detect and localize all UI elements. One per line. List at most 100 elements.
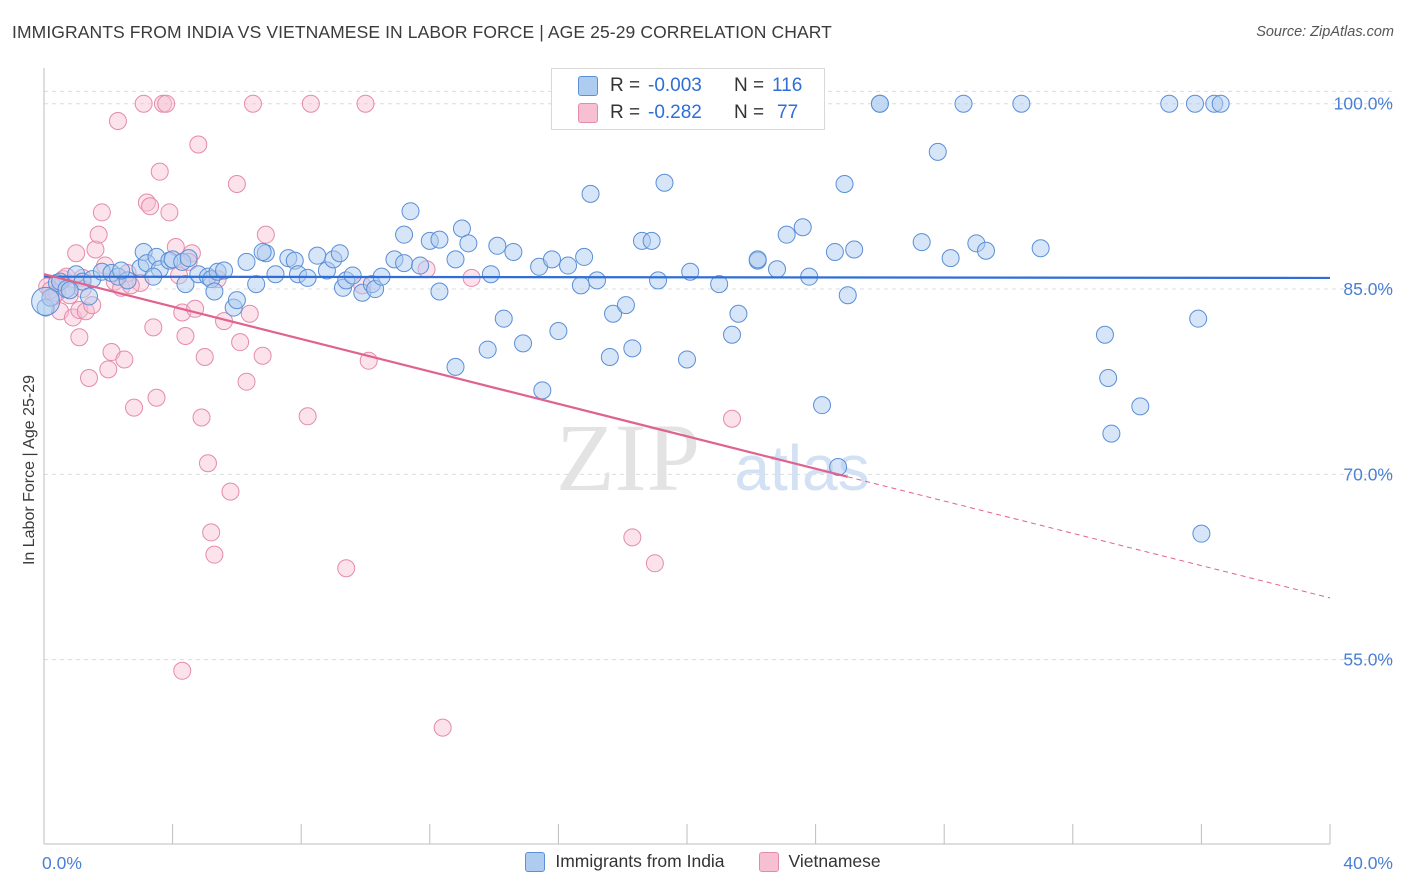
india-point bbox=[446, 250, 465, 269]
india-point bbox=[600, 347, 619, 366]
vietnamese-point bbox=[253, 346, 272, 365]
axes bbox=[43, 68, 1331, 845]
india-point bbox=[478, 340, 497, 359]
vietnamese-point bbox=[108, 112, 127, 131]
india-trend-line bbox=[43, 275, 1331, 280]
india-point bbox=[723, 325, 742, 344]
vietnamese-point bbox=[298, 407, 317, 426]
india-point bbox=[549, 322, 568, 341]
vietnamese-point bbox=[115, 350, 134, 369]
india-point bbox=[247, 275, 266, 294]
vietnamese-point bbox=[70, 328, 89, 347]
source-label: Source: ZipAtlas.com bbox=[1256, 24, 1394, 40]
india-point bbox=[446, 357, 465, 376]
legend-label-india: Immigrants from India bbox=[555, 851, 725, 871]
india-point bbox=[215, 261, 234, 280]
india-point bbox=[623, 339, 642, 358]
india-point bbox=[80, 287, 99, 306]
india-swatch bbox=[578, 76, 598, 96]
india-point bbox=[768, 260, 787, 279]
india-point bbox=[581, 184, 600, 203]
india-r-label: R = bbox=[610, 75, 641, 96]
vietnamese-point bbox=[99, 360, 118, 379]
viet-r-label: R = bbox=[610, 102, 641, 123]
india-point bbox=[912, 233, 931, 252]
india-point bbox=[430, 282, 449, 301]
india-point bbox=[681, 262, 700, 281]
india-point bbox=[587, 271, 606, 290]
india-point bbox=[395, 254, 414, 273]
vietnamese-point bbox=[202, 523, 221, 542]
vietnamese-point bbox=[125, 398, 144, 417]
y-tick-label: 55.0% bbox=[1343, 650, 1393, 670]
india-point bbox=[559, 256, 578, 275]
x-tick-label: 0.0% bbox=[42, 853, 82, 873]
india-point bbox=[941, 249, 960, 268]
india-point bbox=[1102, 424, 1121, 443]
vietnamese-point bbox=[176, 326, 195, 345]
india-point bbox=[1012, 94, 1031, 113]
vietnamese-point bbox=[134, 94, 153, 113]
india-point bbox=[343, 266, 362, 285]
india-point bbox=[710, 275, 729, 294]
india-point bbox=[604, 304, 623, 323]
legend-item-india[interactable]: Immigrants from India bbox=[525, 851, 725, 872]
vietnamese-point bbox=[150, 162, 169, 181]
india-point bbox=[176, 275, 195, 294]
bottom-legend: Immigrants from India Vietnamese bbox=[0, 851, 1406, 872]
legend-item-vietnamese[interactable]: Vietnamese bbox=[758, 851, 881, 872]
vietnamese-swatch bbox=[578, 103, 598, 123]
india-point bbox=[179, 249, 198, 268]
india-point bbox=[616, 296, 635, 315]
india-point bbox=[954, 94, 973, 113]
india-point bbox=[870, 94, 889, 113]
india-point bbox=[976, 241, 995, 260]
india-point bbox=[237, 252, 256, 271]
stats-legend-box: R = -0.003 N = 116 R = -0.282 N = 77 bbox=[551, 68, 825, 130]
vietnamese-point bbox=[623, 528, 642, 547]
india-point bbox=[504, 242, 523, 261]
india-point bbox=[571, 276, 590, 295]
vietnamese-point bbox=[189, 135, 208, 154]
vietnamese-point bbox=[80, 368, 99, 387]
india-point bbox=[452, 219, 471, 238]
vietnamese-point bbox=[86, 240, 105, 259]
india-point bbox=[1189, 309, 1208, 328]
india-point bbox=[729, 304, 748, 323]
india-point bbox=[642, 231, 661, 250]
india-point bbox=[494, 309, 513, 328]
trend-lines bbox=[43, 273, 1331, 599]
vietnamese-point bbox=[301, 94, 320, 113]
y-tick-label: 70.0% bbox=[1343, 464, 1393, 484]
india-point bbox=[1031, 239, 1050, 258]
india-point bbox=[481, 265, 500, 284]
vietnamese-point bbox=[240, 304, 259, 323]
y-tick-label: 100.0% bbox=[1334, 94, 1393, 114]
vietnamese-point bbox=[160, 203, 179, 222]
vietnamese-point bbox=[92, 203, 111, 222]
vietnamese-point bbox=[192, 408, 211, 427]
vietnamese-point bbox=[141, 197, 160, 216]
india-r-value: -0.003 bbox=[648, 75, 702, 96]
india-point bbox=[542, 250, 561, 269]
vietnamese-trend-extension bbox=[847, 476, 1331, 599]
india-point bbox=[266, 265, 285, 284]
india-point bbox=[253, 242, 272, 261]
india-point bbox=[1211, 94, 1230, 113]
india-point bbox=[838, 286, 857, 305]
vietnamese-point bbox=[157, 94, 176, 113]
india-point bbox=[793, 218, 812, 237]
india-point bbox=[1095, 325, 1114, 344]
india-point bbox=[748, 250, 767, 269]
india-point bbox=[777, 225, 796, 244]
vietnamese-point bbox=[67, 244, 86, 263]
legend-swatch-india bbox=[525, 851, 546, 872]
legend-swatch-vietnamese bbox=[758, 851, 779, 872]
viet-r-value: -0.282 bbox=[648, 102, 702, 123]
india-point bbox=[533, 381, 552, 400]
y-tick-label: 85.0% bbox=[1343, 279, 1393, 299]
india-point bbox=[227, 291, 246, 310]
india-point bbox=[1192, 524, 1211, 543]
viet-n-value: 77 bbox=[777, 102, 799, 123]
india-point bbox=[1131, 397, 1150, 416]
